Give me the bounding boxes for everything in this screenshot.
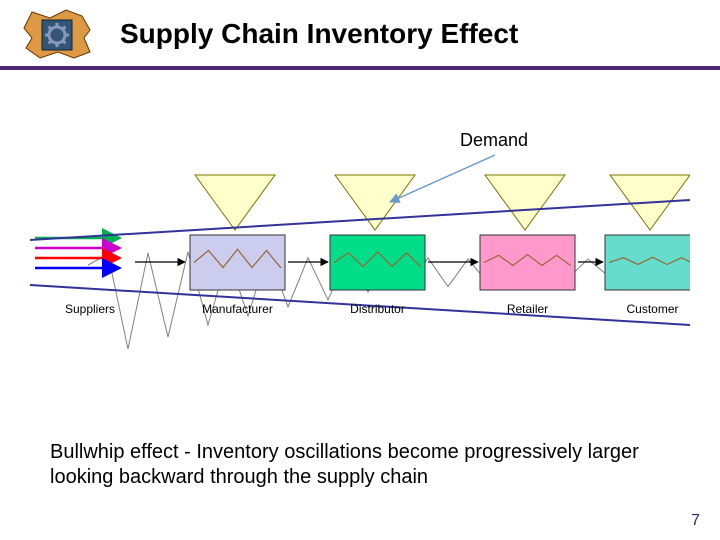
- page-number: 7: [691, 512, 700, 530]
- stage-label: Customer: [605, 302, 700, 316]
- slide: Supply Chain Inventory Effect Demand Sup…: [0, 0, 720, 540]
- logo-icon: [20, 8, 92, 60]
- stage-label: Suppliers: [50, 302, 130, 316]
- stage-label: Distributor: [330, 302, 425, 316]
- demand-label: Demand: [460, 130, 528, 151]
- title-rule: [0, 66, 720, 70]
- caption-text: Bullwhip effect - Inventory oscillations…: [50, 440, 670, 490]
- stage-label: Retailer: [480, 302, 575, 316]
- header: Supply Chain Inventory Effect: [0, 0, 720, 72]
- stage-label: Manufacturer: [190, 302, 285, 316]
- page-title: Supply Chain Inventory Effect: [120, 18, 680, 50]
- diagram-svg: [30, 120, 690, 400]
- bullwhip-diagram: Demand Suppliers Manufacturer Distributor R…: [30, 120, 690, 400]
